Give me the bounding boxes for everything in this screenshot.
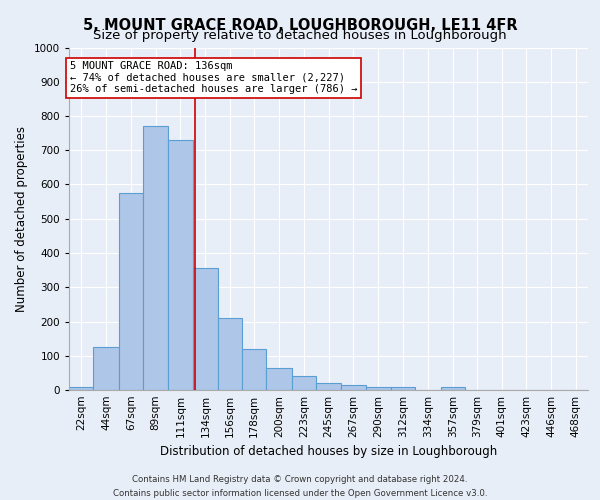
Bar xyxy=(94,347,119,390)
Y-axis label: Number of detached properties: Number of detached properties xyxy=(15,126,28,312)
Bar xyxy=(143,126,167,390)
Bar xyxy=(440,388,465,390)
Text: 5, MOUNT GRACE ROAD, LOUGHBOROUGH, LE11 4FR: 5, MOUNT GRACE ROAD, LOUGHBOROUGH, LE11 … xyxy=(83,18,517,32)
Bar xyxy=(266,368,292,390)
Text: 5 MOUNT GRACE ROAD: 136sqm
← 74% of detached houses are smaller (2,227)
26% of s: 5 MOUNT GRACE ROAD: 136sqm ← 74% of deta… xyxy=(70,61,358,94)
Bar xyxy=(69,386,94,390)
Bar xyxy=(391,388,415,390)
Bar xyxy=(366,388,391,390)
Bar xyxy=(341,385,366,390)
Text: Contains HM Land Registry data © Crown copyright and database right 2024.
Contai: Contains HM Land Registry data © Crown c… xyxy=(113,476,487,498)
Bar xyxy=(292,376,316,390)
Bar xyxy=(242,349,266,390)
Bar xyxy=(119,193,143,390)
Bar xyxy=(167,140,193,390)
X-axis label: Distribution of detached houses by size in Loughborough: Distribution of detached houses by size … xyxy=(160,446,497,458)
Bar xyxy=(193,268,218,390)
Bar xyxy=(316,383,341,390)
Text: Size of property relative to detached houses in Loughborough: Size of property relative to detached ho… xyxy=(93,29,507,42)
Bar xyxy=(218,318,242,390)
